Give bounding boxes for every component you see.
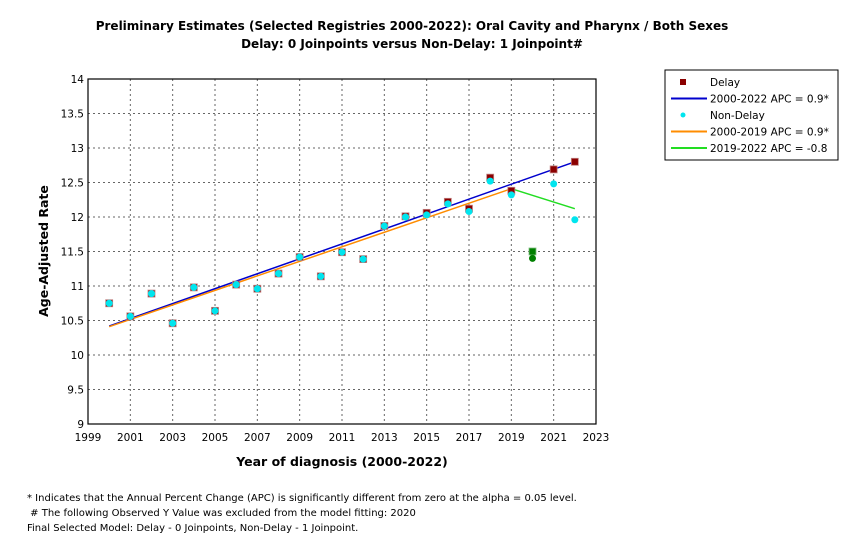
y-tick-label: 10.5 xyxy=(61,316,84,328)
legend: Delay 2000-2022 APC = 0.9* Non-Delay 2000-2… xyxy=(664,69,839,161)
nondelay-point xyxy=(211,307,219,315)
x-tick-label: 2023 xyxy=(583,432,610,444)
nondelay-point xyxy=(550,180,558,188)
legend-label: Delay xyxy=(710,77,740,89)
y-tick-label: 14 xyxy=(71,74,85,86)
nondelay-point xyxy=(402,213,409,221)
data-points xyxy=(105,157,579,328)
nondelay-point xyxy=(190,283,198,291)
delay-point xyxy=(528,247,537,256)
nondelay-point xyxy=(486,177,494,185)
x-tick-label: 2003 xyxy=(159,432,186,444)
x-axis-label: Year of diagnosis (2000-2022) xyxy=(235,454,448,469)
nondelay-point xyxy=(507,191,515,199)
x-tick-label: 2001 xyxy=(117,432,144,444)
chart-title: Preliminary Estimates (Selected Registri… xyxy=(96,19,729,33)
legend-label: 2000-2019 APC = 0.9* xyxy=(710,127,829,139)
y-tick-label: 10 xyxy=(71,350,84,362)
nondelay-point xyxy=(148,290,155,298)
x-tick-label: 2005 xyxy=(202,432,229,444)
x-tick-label: 2009 xyxy=(286,432,313,444)
x-tick-label: 2021 xyxy=(540,432,567,444)
x-tick-label: 2013 xyxy=(371,432,398,444)
y-tick-label: 9.5 xyxy=(67,385,84,397)
legend-label: 2000-2022 APC = 0.9* xyxy=(710,94,829,106)
footnote-significance: * Indicates that the Annual Percent Chan… xyxy=(27,493,577,504)
y-tick-label: 12 xyxy=(71,212,84,224)
nondelay-point xyxy=(232,281,240,289)
nondelay-point xyxy=(465,207,473,215)
nondelay-point xyxy=(169,319,177,327)
y-axis-ticks: 9 9.5 10 10.5 11 11.5 12 12.5 13 13.5 14 xyxy=(61,74,85,431)
trend-lines xyxy=(108,161,576,328)
delay-point xyxy=(570,157,579,166)
y-tick-label: 9 xyxy=(77,419,84,431)
nondelay-point xyxy=(105,299,113,307)
x-tick-label: 2017 xyxy=(456,432,483,444)
nondelay-point xyxy=(529,254,536,262)
y-tick-label: 12.5 xyxy=(61,178,84,190)
y-tick-label: 11.5 xyxy=(61,247,84,259)
y-tick-label: 13 xyxy=(71,143,84,155)
nondelay-point xyxy=(359,255,367,263)
x-axis-ticks: 1999 2001 2003 2005 2007 2009 2011 2013 2015 2017… xyxy=(75,432,610,444)
y-axis-label: Age-Adjusted Rate xyxy=(36,185,51,317)
footnote-excluded: # The following Observed Y Value was exc… xyxy=(27,508,416,519)
x-tick-label: 2015 xyxy=(413,432,440,444)
nondelay-point xyxy=(296,253,304,261)
x-tick-label: 2019 xyxy=(498,432,525,444)
nondelay-point xyxy=(317,272,325,280)
nondelay-point xyxy=(571,216,579,224)
x-tick-label: 1999 xyxy=(75,432,102,444)
footnote-final-model: Final Selected Model: Delay - 0 Joinpoin… xyxy=(27,523,359,534)
y-tick-label: 13.5 xyxy=(61,109,84,121)
nondelay-point xyxy=(380,222,388,230)
trend-line-2 xyxy=(511,187,576,210)
x-tick-label: 2011 xyxy=(329,432,356,444)
legend-box xyxy=(664,69,839,161)
legend-label: Non-Delay xyxy=(710,110,765,122)
y-tick-label: 11 xyxy=(71,281,84,293)
nondelay-point xyxy=(423,211,431,219)
plot-frame xyxy=(87,78,597,425)
delay-point xyxy=(549,165,558,174)
nondelay-point xyxy=(338,248,346,256)
nondelay-point xyxy=(253,285,261,293)
nondelay-point xyxy=(444,200,452,208)
nondelay-point xyxy=(275,270,282,278)
legend-label: 2019-2022 APC = -0.8 xyxy=(710,143,827,155)
trend-line-0 xyxy=(108,161,576,327)
legend-marker-nondelay xyxy=(680,112,686,118)
legend-marker-delay xyxy=(680,79,686,85)
trend-line-1 xyxy=(108,188,512,328)
chart-subtitle: Delay: 0 Joinpoints versus Non-Delay: 1 … xyxy=(241,37,583,51)
x-tick-label: 2007 xyxy=(244,432,271,444)
nondelay-point xyxy=(126,312,134,320)
